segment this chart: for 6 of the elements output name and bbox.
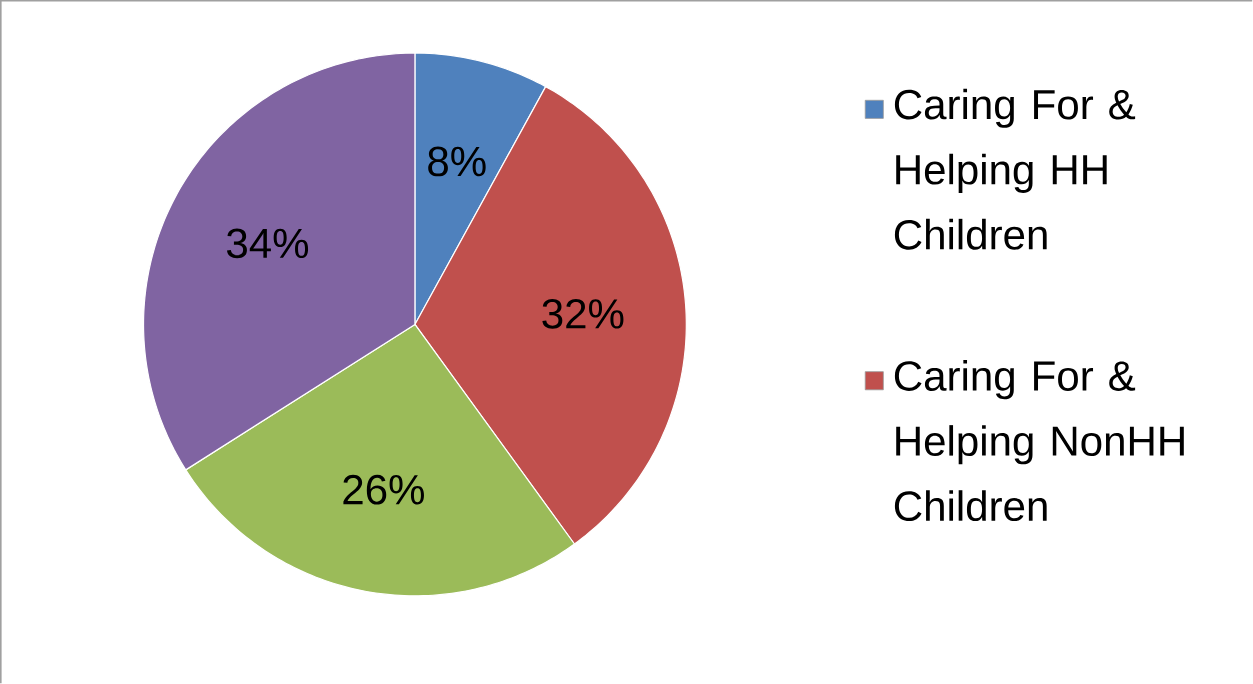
data-label: 8% [428,146,486,177]
data-label: 26% [343,474,424,505]
data-label: 34% [226,228,309,259]
legend-label: Caring For & Helping NonHH Children [894,360,1184,522]
data-label: 32% [542,298,624,329]
legend-label: Caring For & Helping HH Children [894,88,1136,250]
